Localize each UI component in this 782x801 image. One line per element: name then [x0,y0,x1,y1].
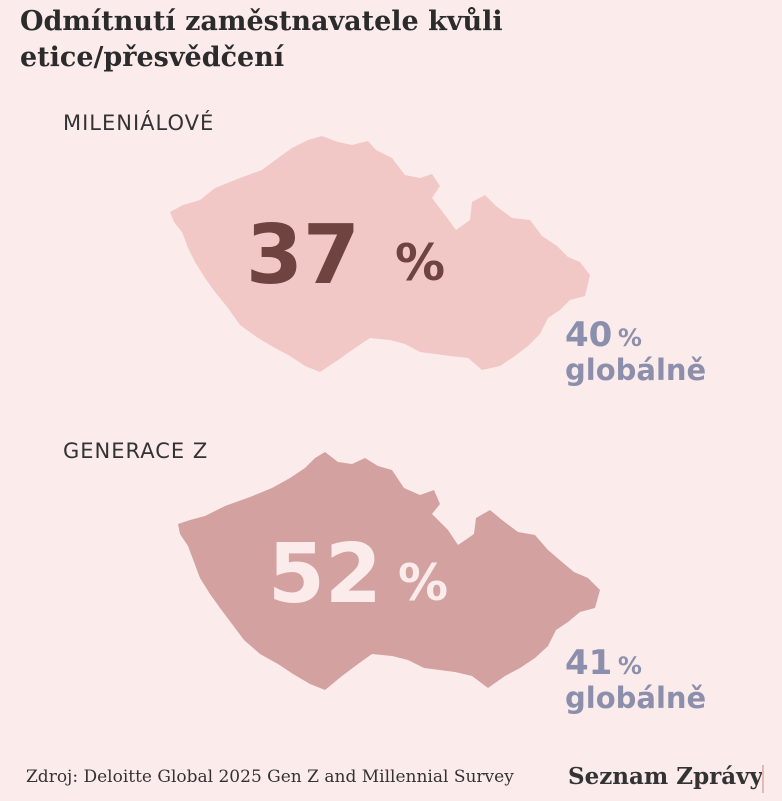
genz-global-label: globálně [565,681,707,715]
genz-global-unit: % [617,652,642,680]
genz-global: 41 % globálně [565,643,706,713]
millennials-global-unit: % [617,324,642,352]
genz-global-value: 41 [565,643,613,683]
genz-czech-unit: % [398,554,448,612]
millennials-global-value: 40 [565,315,613,355]
genz-czech-map [178,452,600,690]
chart-title: Odmítnutí zaměstnavatele kvůli etice/pře… [20,6,503,73]
genz-label: GENERACE Z [63,439,209,463]
millennials-global: 40 % globálně [565,315,706,385]
millennials-label: MILENIÁLOVÉ [63,111,215,135]
millennials-czech-unit: % [395,234,445,292]
genz-czech-value: 52 [268,527,382,622]
brand-divider [762,765,764,793]
source-note: Zdroj: Deloitte Global 2025 Gen Z and Mi… [26,767,514,787]
brand-logo: Seznam Zprávy [568,763,763,790]
millennials-czech-map [170,136,590,372]
millennials-czech-value: 37 [246,208,360,303]
millennials-global-label: globálně [565,353,707,387]
